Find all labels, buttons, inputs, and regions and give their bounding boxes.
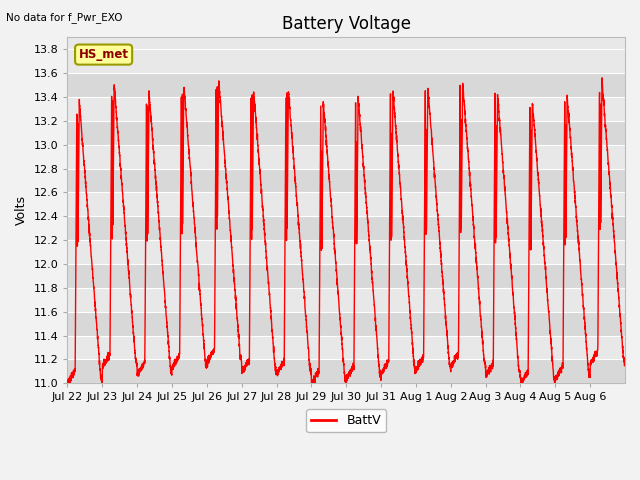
- Bar: [67, 240, 625, 264]
- Bar: [67, 73, 625, 97]
- Text: No data for f_Pwr_EXO: No data for f_Pwr_EXO: [6, 12, 123, 23]
- Title: Battery Voltage: Battery Voltage: [282, 15, 411, 33]
- Bar: [67, 144, 625, 168]
- Bar: [67, 168, 625, 192]
- Bar: [67, 121, 625, 144]
- Y-axis label: Volts: Volts: [15, 195, 28, 225]
- Bar: [67, 97, 625, 121]
- Legend: BattV: BattV: [307, 409, 386, 432]
- Bar: [67, 288, 625, 312]
- Bar: [67, 336, 625, 360]
- Bar: [67, 312, 625, 336]
- Text: HS_met: HS_met: [79, 48, 129, 61]
- Bar: [67, 264, 625, 288]
- Bar: [67, 360, 625, 384]
- Bar: [67, 216, 625, 240]
- Bar: [67, 49, 625, 73]
- Bar: [67, 192, 625, 216]
